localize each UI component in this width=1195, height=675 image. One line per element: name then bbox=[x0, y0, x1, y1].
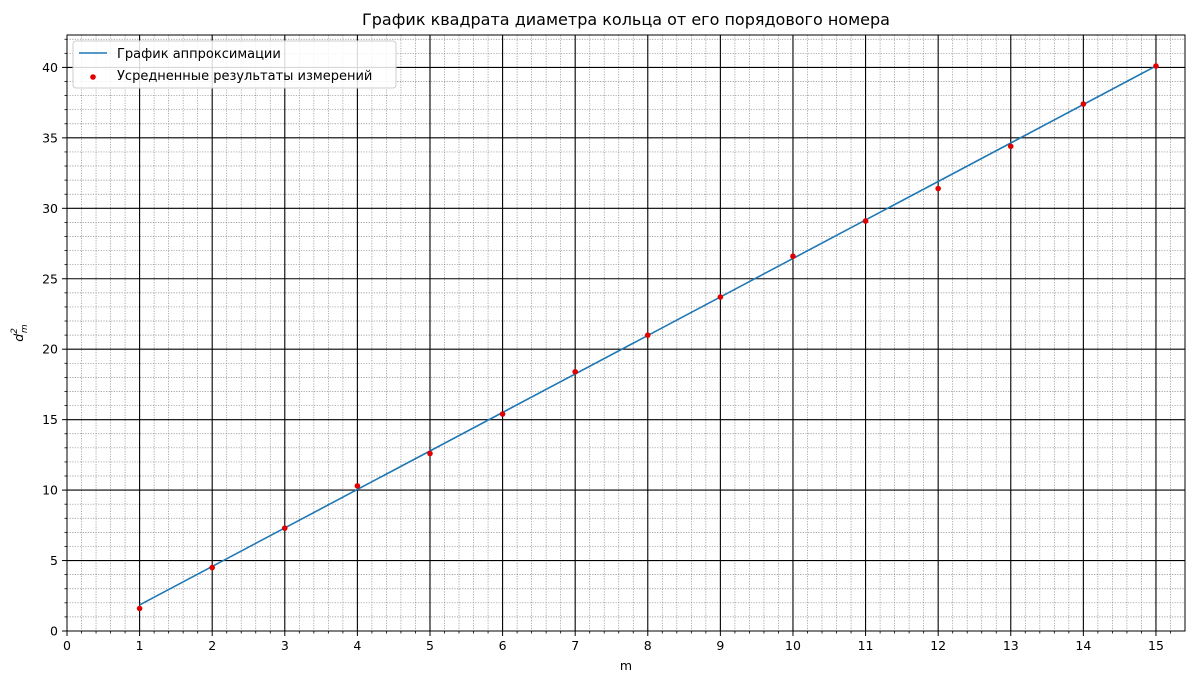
x-tick-label: 4 bbox=[353, 638, 361, 653]
y-tick-label: 35 bbox=[42, 130, 58, 145]
plot-frame bbox=[66, 34, 1186, 632]
measurement-point bbox=[790, 253, 796, 260]
legend-entry: График аппроксимации bbox=[117, 47, 281, 62]
major-grid bbox=[67, 35, 1185, 631]
chart-title: График квадрата диаметра кольца от его п… bbox=[362, 10, 890, 29]
x-tick-label: 13 bbox=[1003, 638, 1019, 653]
legend-entry: Усредненные результаты измерений bbox=[117, 69, 372, 84]
legend: График аппроксимации Усредненные результа… bbox=[72, 40, 397, 89]
measurement-point bbox=[354, 483, 361, 489]
y-axis-label-base: d bbox=[11, 334, 26, 342]
minor-grid bbox=[67, 35, 1185, 631]
y-tick-label: 20 bbox=[42, 342, 58, 357]
x-tick-label: 14 bbox=[1075, 638, 1091, 653]
x-tick-label: 15 bbox=[1148, 638, 1164, 653]
y-axis-label-sup: 2 bbox=[10, 328, 20, 334]
x-axis-label: m bbox=[620, 658, 632, 673]
y-tick-label: 0 bbox=[50, 624, 58, 639]
x-tick-label: 8 bbox=[644, 638, 652, 653]
y-tick-label: 10 bbox=[42, 483, 58, 498]
series-layer bbox=[136, 63, 1159, 612]
measurement-point bbox=[1080, 101, 1087, 107]
measurement-point bbox=[281, 525, 288, 531]
measurement-point bbox=[935, 185, 941, 192]
x-tick-label: 6 bbox=[499, 638, 507, 653]
x-tick-label: 0 bbox=[63, 638, 71, 653]
y-axis-label-sub: m bbox=[20, 324, 30, 333]
x-tick-label: 5 bbox=[426, 638, 434, 653]
measurement-point bbox=[209, 564, 215, 571]
measurement-point bbox=[1007, 143, 1014, 150]
x-tick-label: 11 bbox=[858, 638, 874, 653]
y-axis-label: d2m bbox=[10, 324, 30, 342]
y-tick-label: 25 bbox=[42, 271, 58, 286]
measurement-point bbox=[572, 368, 578, 375]
x-tick-label: 3 bbox=[281, 638, 289, 653]
y-tick-label: 40 bbox=[42, 60, 58, 75]
measurement-point bbox=[862, 218, 869, 224]
measurement-point bbox=[499, 411, 506, 417]
measurement-point bbox=[717, 294, 724, 300]
x-tick-label: 2 bbox=[208, 638, 216, 653]
measurement-point bbox=[427, 450, 433, 457]
measurement-point bbox=[644, 332, 651, 338]
x-tick-label: 10 bbox=[785, 638, 801, 653]
measurement-point bbox=[1153, 63, 1159, 69]
measurement-point bbox=[136, 605, 143, 612]
y-tick-label: 15 bbox=[42, 412, 58, 427]
x-tick-label: 12 bbox=[930, 638, 946, 653]
y-tick-label: 5 bbox=[50, 553, 58, 568]
legend-point-swatch bbox=[90, 74, 96, 80]
x-tick-label: 1 bbox=[136, 638, 144, 653]
x-tick-label: 7 bbox=[571, 638, 579, 653]
y-tick-label: 30 bbox=[42, 201, 58, 216]
legend-box bbox=[72, 40, 397, 89]
x-tick-label: 9 bbox=[716, 638, 724, 653]
